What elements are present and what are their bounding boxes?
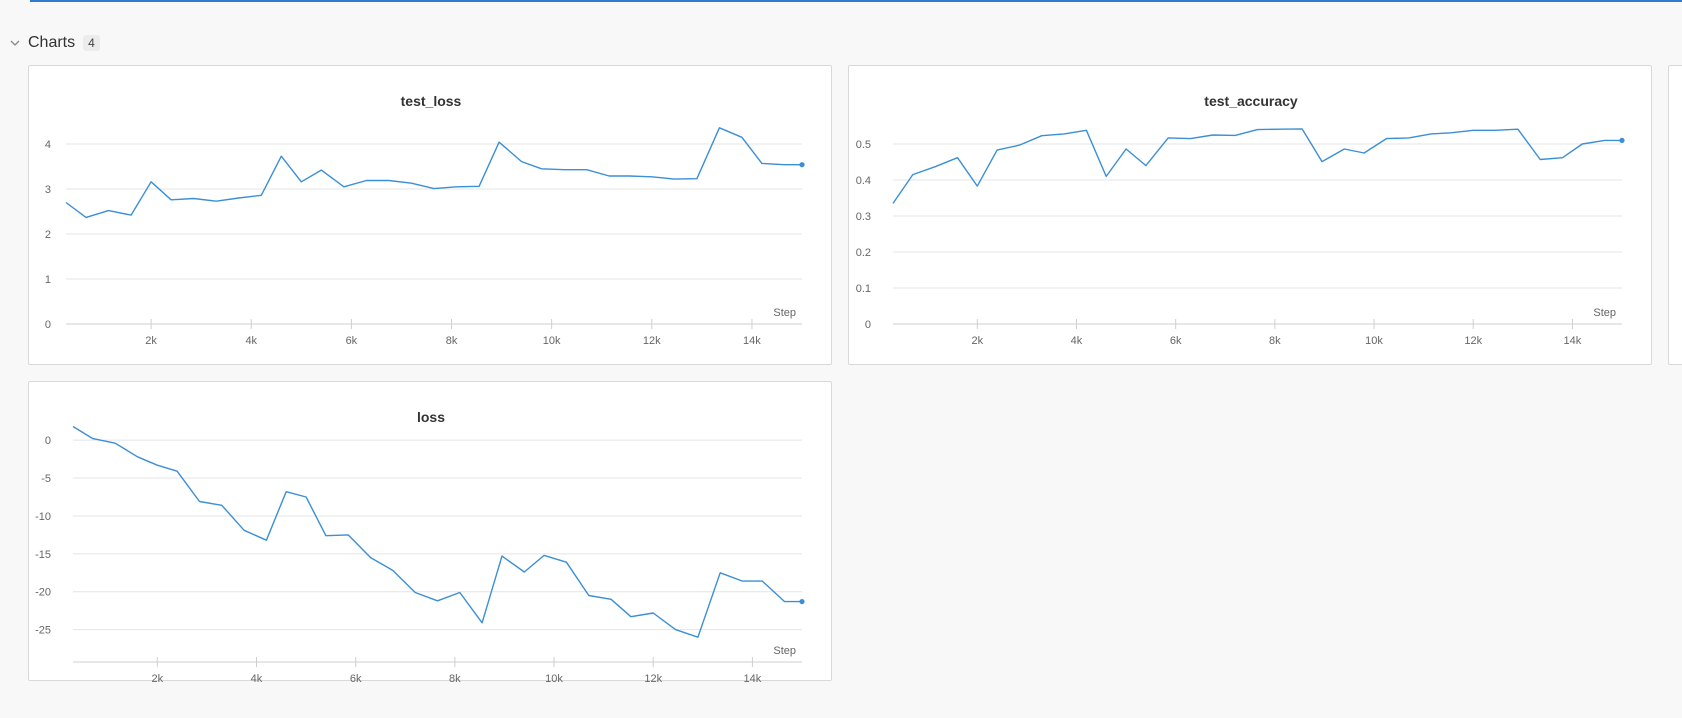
series-line-test-accuracy[interactable] bbox=[892, 128, 1622, 204]
y-tick-label: -15 bbox=[35, 549, 51, 561]
series-line-test-loss[interactable] bbox=[65, 127, 802, 219]
chart-panel-test-accuracy[interactable]: test_accuracy 0 0.1 0.2 0.3 0.4 0.5 2k 4k 6k 8k 10k… bbox=[848, 65, 1652, 365]
chart-title-test-loss: test_loss bbox=[401, 93, 462, 109]
x-tick-label: 4k bbox=[251, 673, 263, 682]
y-tick-label: 4 bbox=[45, 139, 51, 151]
y-tick-label: 2 bbox=[45, 229, 51, 241]
x-tick-label: 6k bbox=[1170, 335, 1182, 347]
chart-panel-loss[interactable]: loss 0 -5 -10 -15 -20 -25 2k 4k 6k 8k 10k 12k 14k Step bbox=[28, 381, 832, 682]
x-tick-label: 14k bbox=[744, 673, 762, 682]
x-tick-label: 2k bbox=[971, 335, 983, 347]
y-tick-label: 0 bbox=[45, 319, 51, 331]
chart-panel-test-loss[interactable]: test_loss 0 1 2 3 4 2k 4k 6k 8k 10k 12k 14k Step bbox=[28, 65, 832, 365]
x-tick-label: 10k bbox=[1365, 335, 1383, 347]
series-line-loss[interactable] bbox=[72, 425, 802, 638]
y-tick-label: 0 bbox=[45, 435, 51, 447]
x-axis-label: Step bbox=[773, 645, 796, 657]
x-axis-label: Step bbox=[1593, 307, 1616, 319]
charts-section-header[interactable]: Charts 4 bbox=[8, 33, 100, 53]
x-tick-label: 12k bbox=[643, 335, 661, 347]
series-last-point[interactable] bbox=[1619, 137, 1625, 143]
y-tick-label: 0.4 bbox=[856, 175, 871, 187]
y-tick-label: -5 bbox=[41, 473, 51, 485]
chart-panel-offscreen[interactable] bbox=[1668, 65, 1682, 365]
y-tick-label: 0 bbox=[865, 319, 871, 331]
x-tick-label: 8k bbox=[449, 673, 461, 682]
y-tick-label: -25 bbox=[35, 625, 51, 637]
y-tick-label: 3 bbox=[45, 184, 51, 196]
chart-test-accuracy: test_accuracy 0 0.1 0.2 0.3 0.4 0.5 2k 4k 6k 8k 10k… bbox=[856, 93, 1625, 347]
y-tick-label: 0.3 bbox=[856, 211, 871, 223]
x-tick-label: 2k bbox=[151, 673, 163, 682]
series-last-point[interactable] bbox=[799, 598, 805, 605]
x-tick-label: 8k bbox=[446, 335, 458, 347]
y-tick-label: 1 bbox=[45, 274, 51, 286]
x-tick-label: 10k bbox=[545, 673, 563, 682]
x-tick-label: 10k bbox=[543, 335, 561, 347]
y-tick-label: 0.2 bbox=[856, 247, 871, 259]
chart-title-loss: loss bbox=[417, 409, 445, 425]
x-tick-label: 8k bbox=[1269, 335, 1281, 347]
chart-title-test-accuracy: test_accuracy bbox=[1204, 93, 1298, 109]
y-tick-label: 0.1 bbox=[856, 283, 871, 295]
top-accent-line bbox=[30, 0, 1682, 2]
x-tick-label: 12k bbox=[644, 673, 662, 682]
x-tick-label: 4k bbox=[1071, 335, 1083, 347]
chevron-down-icon[interactable] bbox=[8, 36, 22, 50]
y-tick-label: -20 bbox=[35, 587, 51, 599]
x-tick-label: 6k bbox=[346, 335, 358, 347]
section-title: Charts bbox=[28, 34, 76, 51]
x-tick-label: 4k bbox=[245, 335, 257, 347]
x-tick-label: 6k bbox=[350, 673, 362, 682]
x-axis-label: Step bbox=[773, 307, 796, 319]
section-count-badge: 4 bbox=[83, 35, 100, 51]
x-tick-label: 14k bbox=[743, 335, 761, 347]
x-tick-label: 12k bbox=[1464, 335, 1482, 347]
y-tick-label: 0.5 bbox=[856, 139, 871, 151]
chart-loss: loss 0 -5 -10 -15 -20 -25 2k 4k 6k 8k 10k 12k 14k Step bbox=[35, 409, 805, 682]
chart-test-loss: test_loss 0 1 2 3 4 2k 4k 6k 8k 10k 12k 14k Step bbox=[45, 93, 805, 347]
series-last-point[interactable] bbox=[799, 162, 805, 168]
x-tick-label: 14k bbox=[1564, 335, 1582, 347]
y-tick-label: -10 bbox=[35, 511, 51, 523]
x-tick-label: 2k bbox=[145, 335, 157, 347]
